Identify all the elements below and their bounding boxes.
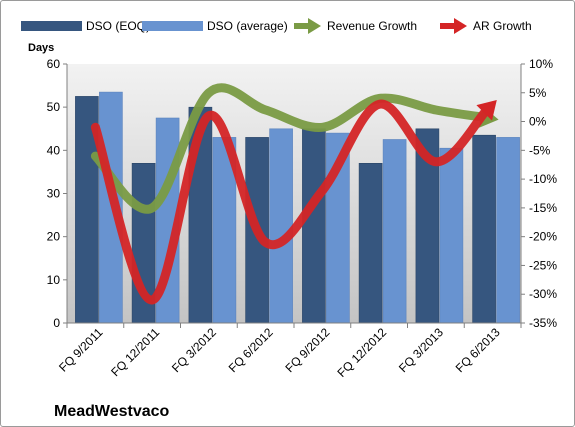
y2-tick-label: -25% <box>529 258 557 272</box>
y2-tick-label: -35% <box>529 316 557 330</box>
x-tick-label: FQ 9/2012 <box>283 325 333 375</box>
y-tick-label: 20 <box>47 230 61 244</box>
bar-dso-average--3 <box>269 128 293 324</box>
x-tick-label: FQ 3/2013 <box>396 325 446 375</box>
y-tick-label: 10 <box>47 273 61 287</box>
arrowhead-ar-growth <box>476 100 497 121</box>
y-tick-label: 0 <box>53 316 60 330</box>
legend-arrow-revenue-growth <box>308 18 321 34</box>
legend-label-revenue-growth: Revenue Growth <box>327 19 417 33</box>
bar-dso-eoq--4 <box>302 128 326 324</box>
legend-arrow-ar-growth <box>454 18 467 34</box>
lines-layer <box>90 83 499 305</box>
y2-tick-label: 10% <box>529 57 553 71</box>
bar-dso-average--7 <box>496 137 520 324</box>
y2-tick-label: 5% <box>529 86 547 100</box>
y2-tick-label: -15% <box>529 201 557 215</box>
y-tick-label: 60 <box>47 57 61 71</box>
bar-dso-eoq--5 <box>358 163 383 324</box>
legend-label-dso-eoq-: DSO (EOQ) <box>86 19 150 33</box>
x-tick-label: FQ 6/2012 <box>226 325 276 375</box>
x-tick-label: FQ 12/2012 <box>335 325 390 380</box>
bars-layer <box>75 91 520 324</box>
line-revenue-growth <box>90 83 488 214</box>
y-tick-label: 50 <box>47 100 61 114</box>
y2-tick-label: -10% <box>529 172 557 186</box>
line-ar-growth <box>90 99 491 305</box>
legend: DSO (EOQ) DSO (average) Revenue Growth AR G… <box>21 18 532 34</box>
legend-label-ar-growth: AR Growth <box>473 19 532 33</box>
bar-dso-eoq--7 <box>472 134 496 324</box>
y-tick-label: 40 <box>47 143 61 157</box>
legend-swatch-dso-average- <box>142 21 203 31</box>
y-tick-label: 30 <box>47 187 61 201</box>
x-tick-label: FQ 12/2011 <box>108 325 162 379</box>
y2-tick-label: -20% <box>529 230 557 244</box>
y2-tick-label: -30% <box>529 287 557 301</box>
bar-dso-average--6 <box>439 147 464 324</box>
y2-tick-label: -5% <box>529 143 551 157</box>
x-tick-label: FQ 6/2013 <box>453 325 503 375</box>
legend-label-dso-average-: DSO (average) <box>207 19 288 33</box>
bar-dso-average--5 <box>382 139 407 324</box>
y-axis-label: Days <box>28 42 54 54</box>
x-tick-label: FQ 9/2011 <box>56 325 106 375</box>
legend-swatch-dso-eoq- <box>21 21 82 31</box>
y2-tick-label: 0% <box>529 115 547 129</box>
company-label: MeadWestvaco <box>54 403 170 420</box>
x-tick-label: FQ 3/2012 <box>169 325 219 375</box>
